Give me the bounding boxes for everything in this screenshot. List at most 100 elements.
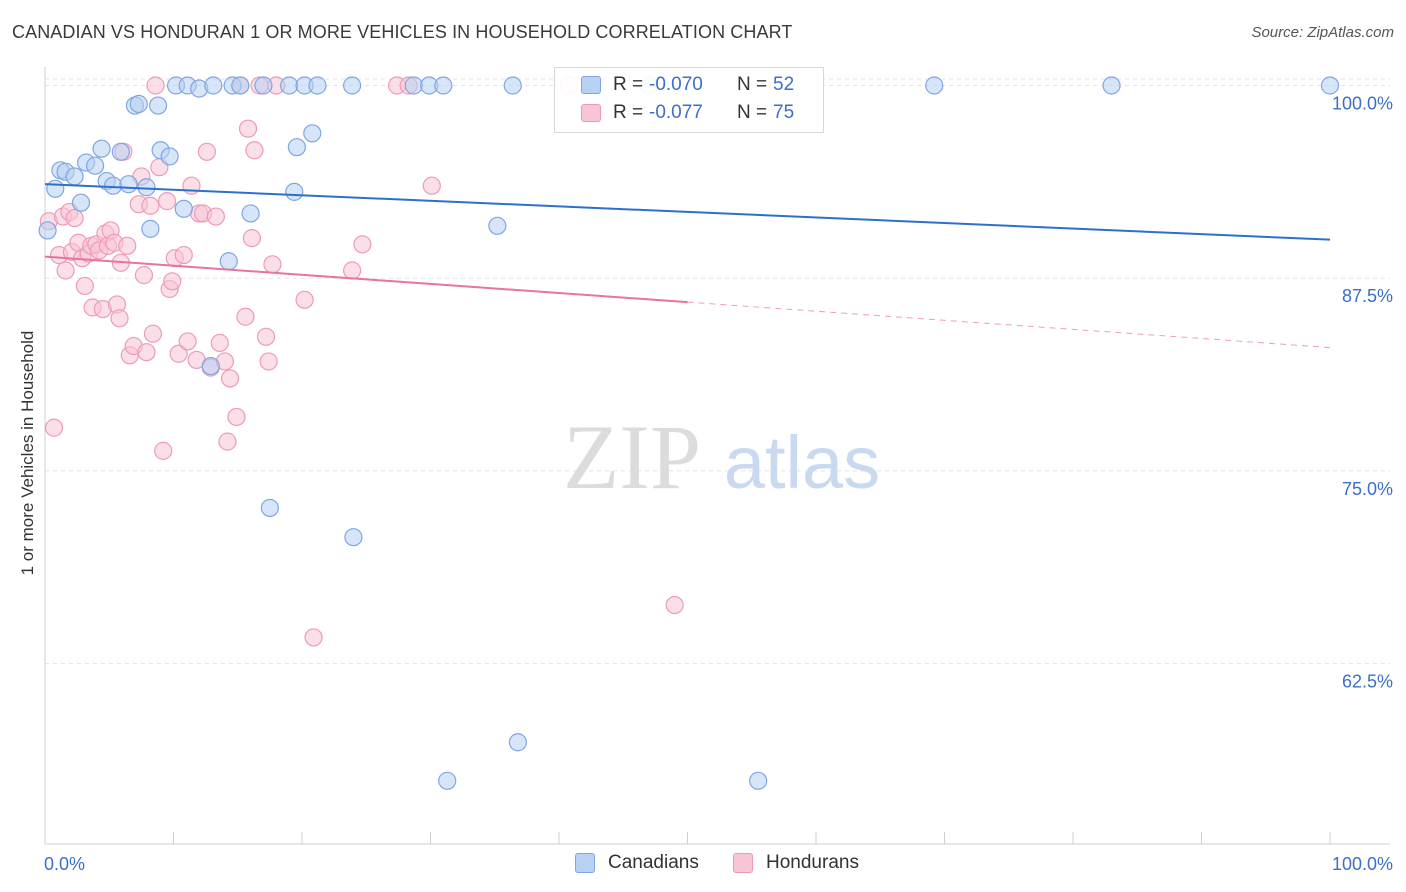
canadians-point — [241, 204, 260, 223]
watermark-zip: ZIP — [563, 406, 701, 508]
watermark: ZIP atlas — [563, 406, 880, 508]
stats-row-hondurans: R = -0.077 N = 75 — [555, 100, 823, 128]
canadians-trendline — [44, 183, 1331, 241]
canadians-point — [141, 219, 160, 238]
canadians-point — [1320, 76, 1340, 95]
hondurans-trendline-extension — [687, 301, 1331, 349]
canadians-point — [219, 252, 238, 271]
canadians-point — [38, 221, 57, 240]
hondurans-point — [220, 369, 240, 388]
legend-label: Canadians — [608, 852, 699, 873]
hondurans-point — [178, 332, 197, 351]
source-credit: Source: ZipAtlas.com — [1251, 24, 1394, 41]
hondurans-point — [143, 324, 163, 343]
canadians-point — [148, 96, 168, 115]
hondurans-point — [263, 255, 282, 274]
hondurans-point — [56, 261, 75, 280]
hondurans-point — [118, 236, 137, 255]
x-tick-label: 0.0% — [44, 854, 85, 874]
canadians-point — [129, 94, 148, 114]
canadians-point — [343, 76, 362, 95]
hondurans-swatch — [581, 104, 601, 122]
hondurans-point — [157, 192, 177, 211]
canadians-point — [92, 139, 111, 158]
hondurans-point — [256, 327, 276, 346]
canadians-point — [201, 356, 220, 376]
n-label: N = — [737, 102, 768, 123]
tick-labels: 100.0% 87.5% 75.0% 62.5% 0.0% 100.0% — [44, 94, 1393, 875]
hondurans-point — [141, 196, 160, 215]
canadians-point — [174, 199, 193, 218]
canadians-point — [404, 76, 423, 95]
hondurans-point — [206, 207, 226, 226]
stats-legend: R = -0.070 N = 52 R = -0.077 N = 75 — [554, 67, 824, 133]
trend-layer — [44, 183, 1331, 349]
y-tick-label: 75.0% — [1342, 479, 1393, 499]
canadians-point — [285, 182, 304, 201]
hondurans-point — [44, 418, 64, 437]
canadians-point — [925, 76, 944, 95]
canadians-point — [434, 76, 453, 95]
n-value: 52 — [773, 74, 795, 95]
hondurans-trendline — [44, 255, 688, 304]
canadians-point — [204, 76, 223, 95]
hondurans-point — [343, 261, 362, 280]
hondurans-point — [134, 266, 154, 285]
canadians-point — [86, 156, 105, 175]
hondurans-point — [169, 344, 188, 363]
stats-row-canadians: R = -0.070 N = 52 — [555, 72, 823, 100]
hondurans-point — [146, 76, 165, 95]
canadians-point — [65, 167, 84, 186]
y-tick-label: 62.5% — [1342, 672, 1393, 692]
hondurans-point — [353, 235, 372, 254]
grid-layer — [45, 78, 1390, 665]
hondurans-point — [210, 333, 229, 353]
canadians-point — [287, 138, 306, 157]
hondurans-point — [238, 119, 258, 138]
y-tick-label: 87.5% — [1342, 286, 1393, 306]
hondurans-point — [422, 176, 441, 195]
hondurans-point — [236, 307, 255, 326]
hondurans-point — [174, 245, 193, 265]
hondurans-point — [110, 309, 129, 328]
hondurans-point — [137, 343, 156, 362]
hondurans-point — [154, 441, 173, 460]
r-label: R = — [613, 74, 644, 95]
hondurans-point — [65, 208, 84, 228]
canadians-point — [231, 76, 250, 95]
hondurans-swatch — [733, 853, 753, 873]
canadians-point — [1102, 76, 1121, 95]
canadians-point — [438, 771, 457, 790]
x-tick-label: 100.0% — [1332, 854, 1393, 874]
watermark-atlas: atlas — [724, 421, 880, 504]
hondurans-point — [75, 276, 94, 296]
n-label: N = — [737, 74, 768, 95]
hondurans-point — [295, 290, 314, 309]
canadians-point — [344, 528, 363, 547]
canadians-point — [160, 147, 179, 166]
hondurans-point — [197, 142, 217, 161]
canadians-point — [104, 176, 123, 195]
y-axis-title: 1 or more Vehicles in Household — [18, 330, 37, 576]
canadians-point — [260, 498, 279, 518]
r-value: -0.070 — [649, 74, 703, 95]
canadians-point — [503, 76, 522, 95]
hondurans-point — [665, 595, 684, 615]
legend-label: Hondurans — [766, 852, 859, 873]
canadians-point — [254, 76, 273, 95]
chart-title: CANADIAN VS HONDURAN 1 OR MORE VEHICLES … — [12, 22, 793, 42]
hondurans-point — [163, 272, 182, 291]
canadians-point — [71, 193, 91, 212]
canadians-swatch — [581, 76, 601, 94]
canadians-point — [488, 216, 507, 235]
axis-layer — [44, 67, 1390, 845]
hondurans-point — [227, 407, 246, 427]
hondurans-point — [218, 432, 237, 451]
hondurans-point — [245, 141, 264, 160]
r-value: -0.077 — [649, 102, 703, 123]
canadians-point — [137, 178, 156, 197]
canadians-point — [749, 771, 768, 790]
hondurans-point — [304, 628, 323, 647]
canadians-point — [303, 124, 322, 143]
